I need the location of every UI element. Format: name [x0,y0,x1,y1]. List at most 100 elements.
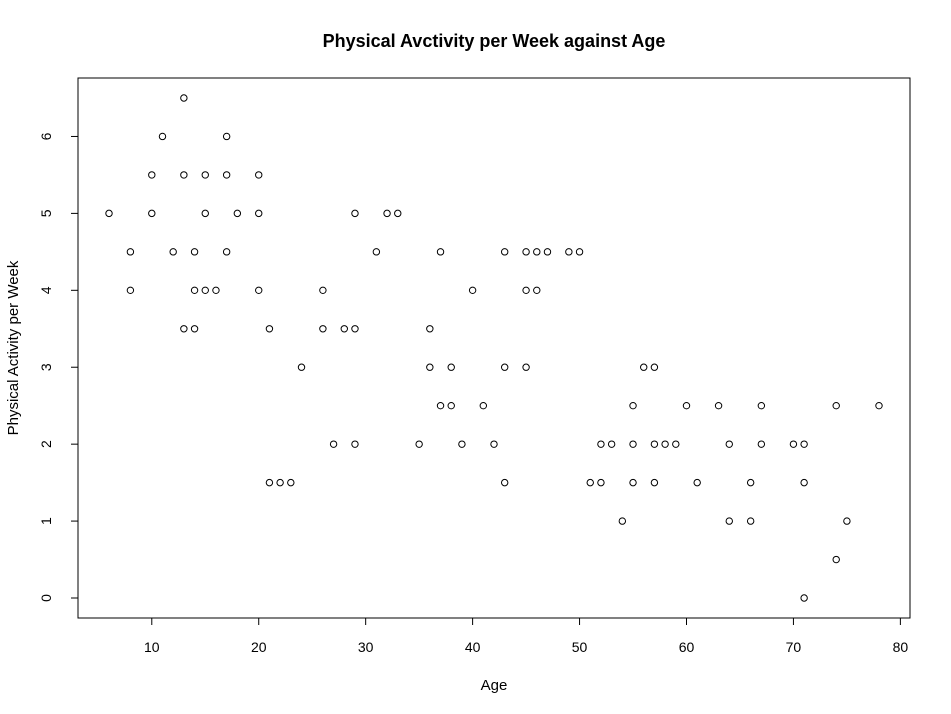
y-tick-label: 4 [38,286,54,294]
data-point [629,401,637,410]
data-point [180,171,188,179]
data-point [201,171,209,179]
x-tick-label: 10 [144,639,160,655]
data-point [426,325,434,333]
data-point [500,478,509,487]
data-point [789,440,798,448]
data-point [222,171,231,179]
data-point [533,248,541,256]
data-point [522,286,530,295]
plot-area-frame [77,77,911,619]
data-point [533,286,541,295]
data-point [436,401,445,410]
data-point [629,478,637,487]
data-point [148,171,156,179]
y-tick-label: 5 [38,209,54,217]
data-point [746,478,755,487]
data-point [832,555,840,564]
data-point [126,248,135,256]
data-point [180,325,188,333]
data-point [148,209,156,218]
data-point [597,478,605,487]
data-point [351,440,359,448]
data-point [255,209,263,218]
x-tick-label: 40 [465,639,481,655]
data-point [158,132,167,141]
data-point [447,363,455,371]
data-point [297,363,306,371]
data-point [565,248,573,256]
data-point [629,440,637,448]
data-point [447,401,455,410]
data-point [575,248,584,256]
data-point [714,401,723,410]
data-point [618,517,627,525]
data-point [682,401,691,410]
y-tick-label: 0 [38,594,54,602]
data-point [522,248,530,256]
data-point [201,209,209,218]
data-point [650,363,659,371]
data-point [757,440,766,448]
data-point [265,325,274,333]
x-tick-label: 30 [358,639,374,655]
data-point [661,440,669,448]
data-point [351,209,359,218]
data-point [597,440,605,448]
x-tick-label: 80 [893,639,909,655]
data-point [233,209,242,218]
data-point [222,248,231,256]
data-point [490,440,498,448]
data-point [832,401,840,410]
y-tick-label: 3 [38,363,54,371]
data-point [105,209,113,218]
data-point [843,517,851,525]
data-point [650,440,659,448]
data-point [746,517,755,525]
data-point [351,325,359,333]
data-point [800,594,808,602]
data-point [500,363,509,371]
data-point [329,440,338,448]
data-point [190,286,199,295]
data-point [800,440,808,448]
x-tick-label: 60 [679,639,695,655]
data-point [212,286,220,295]
data-point [276,478,284,487]
y-tick-label: 1 [38,517,54,525]
data-point [479,401,488,410]
x-tick-label: 20 [251,639,267,655]
x-tick-label: 50 [572,639,588,655]
x-axis-label: Age [481,677,508,694]
data-point [650,478,659,487]
data-point [757,401,766,410]
data-point [522,363,530,371]
data-point [800,478,808,487]
data-point [255,286,263,295]
data-point [672,440,680,448]
x-axis: 10 20 30 40 50 60 70 80 [144,617,909,655]
data-points [105,94,883,602]
x-tick-label: 70 [786,639,802,655]
data-point [426,363,434,371]
data-point [265,478,274,487]
data-point [169,248,177,256]
data-point [725,517,733,525]
y-axis: 0 1 2 3 4 5 6 [38,132,79,602]
data-point [383,209,391,218]
data-point [372,248,381,256]
data-point [319,325,327,333]
data-point [190,248,199,256]
data-point [394,209,402,218]
data-point [607,440,616,448]
data-point [543,248,552,256]
data-point [875,401,883,410]
y-tick-label: 2 [38,440,54,448]
data-point [436,248,445,256]
data-point [415,440,423,448]
data-point [255,171,263,179]
data-point [222,132,231,141]
data-point [500,248,509,256]
